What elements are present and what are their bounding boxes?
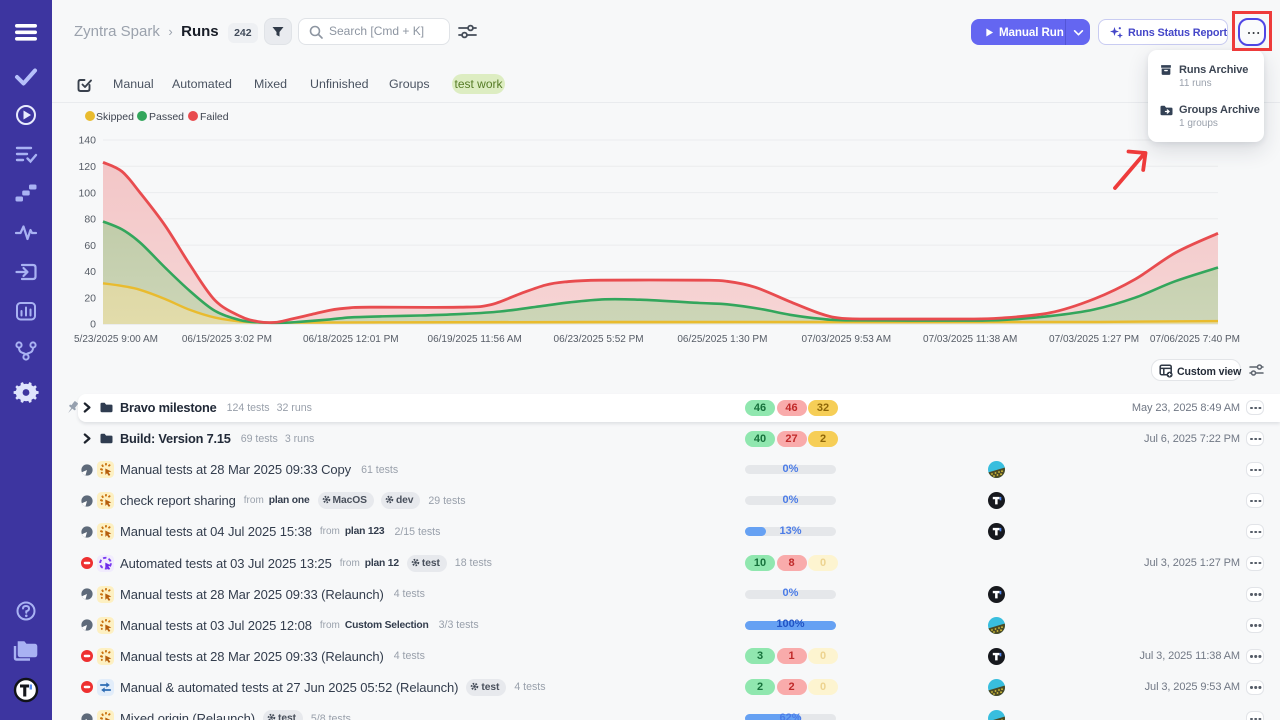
svg-text:20: 20 — [84, 292, 96, 304]
svg-text:06/23/2025 5:52 PM: 06/23/2025 5:52 PM — [554, 334, 644, 345]
svg-text:0: 0 — [90, 319, 96, 331]
svg-text:07/03/2025 11:38 AM: 07/03/2025 11:38 AM — [923, 334, 1017, 345]
svg-text:06/25/2025 1:30 PM: 06/25/2025 1:30 PM — [677, 334, 767, 345]
svg-text:80: 80 — [84, 214, 96, 226]
svg-text:06/19/2025 11:56 AM: 06/19/2025 11:56 AM — [428, 334, 522, 345]
svg-text:140: 140 — [78, 135, 96, 147]
svg-text:07/03/2025 9:53 AM: 07/03/2025 9:53 AM — [802, 334, 892, 345]
svg-text:07/03/2025 1:27 PM: 07/03/2025 1:27 PM — [1049, 334, 1139, 345]
svg-text:60: 60 — [84, 240, 96, 252]
svg-text:07/06/2025 7:40 PM: 07/06/2025 7:40 PM — [1150, 334, 1240, 345]
svg-text:40: 40 — [84, 266, 96, 278]
svg-text:120: 120 — [78, 161, 96, 173]
svg-text:06/18/2025 12:01 PM: 06/18/2025 12:01 PM — [303, 334, 399, 345]
svg-text:06/15/2025 3:02 PM: 06/15/2025 3:02 PM — [182, 334, 272, 345]
svg-text:5/23/2025 9:00 AM: 5/23/2025 9:00 AM — [74, 334, 158, 345]
svg-text:100: 100 — [78, 187, 96, 199]
